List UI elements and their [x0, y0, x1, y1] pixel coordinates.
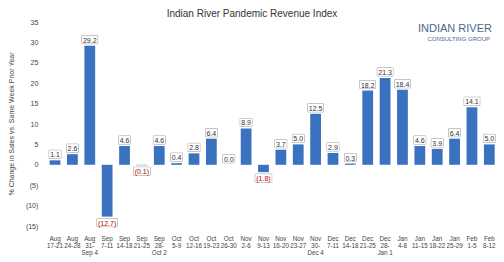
svg-text:3.9: 3.9: [432, 140, 442, 147]
svg-text:31-: 31-: [85, 242, 94, 249]
svg-text:INDIAN RIVER: INDIAN RIVER: [418, 22, 492, 34]
svg-text:25: 25: [31, 59, 39, 66]
svg-text:(0.1): (0.1): [135, 168, 149, 176]
svg-text:Nov: Nov: [293, 235, 305, 242]
svg-text:8.9: 8.9: [241, 119, 251, 126]
svg-text:10: 10: [31, 121, 39, 128]
svg-text:Dec 4: Dec 4: [307, 249, 324, 256]
svg-text:Sep: Sep: [136, 235, 148, 242]
svg-text:30-: 30-: [311, 242, 320, 249]
svg-text:0.3: 0.3: [345, 155, 355, 162]
svg-text:1.1: 1.1: [50, 151, 60, 158]
svg-text:Oct 2: Oct 2: [152, 249, 168, 256]
svg-text:20: 20: [31, 80, 39, 87]
svg-text:0.4: 0.4: [172, 154, 182, 161]
svg-text:Sep 4: Sep 4: [82, 249, 99, 257]
svg-text:Indian River Pandemic Revenue: Indian River Pandemic Revenue Index: [167, 8, 338, 19]
svg-text:Nov: Nov: [258, 235, 270, 242]
svg-text:Nov: Nov: [310, 235, 322, 242]
svg-text:(10): (10): [26, 202, 38, 210]
svg-text:Oct: Oct: [206, 235, 216, 242]
svg-text:18.2: 18.2: [361, 82, 375, 89]
svg-text:18.4: 18.4: [396, 81, 410, 88]
svg-text:30: 30: [31, 39, 39, 46]
svg-text:2.6: 2.6: [68, 145, 78, 152]
svg-text:Nov: Nov: [275, 235, 287, 242]
svg-text:6.4: 6.4: [450, 130, 460, 137]
svg-text:4.6: 4.6: [415, 137, 425, 144]
svg-text:12-16: 12-16: [186, 242, 203, 249]
svg-text:% Change in Sales vs. Same Wee: % Change in Sales vs. Same Week Prior Ye…: [8, 52, 16, 196]
svg-text:21.3: 21.3: [378, 69, 392, 76]
svg-text:Feb: Feb: [484, 235, 495, 242]
svg-text:1-5: 1-5: [467, 242, 477, 249]
svg-text:5.0: 5.0: [293, 135, 303, 142]
svg-text:Dec: Dec: [345, 235, 356, 242]
svg-text:19-23: 19-23: [203, 242, 220, 249]
svg-text:2.9: 2.9: [328, 144, 338, 151]
svg-text:35: 35: [31, 19, 39, 26]
svg-text:15: 15: [31, 100, 39, 107]
svg-text:Aug: Aug: [84, 235, 96, 242]
svg-text:29.2: 29.2: [83, 37, 97, 44]
svg-text:7-11: 7-11: [327, 242, 340, 249]
svg-text:26-30: 26-30: [221, 242, 238, 249]
svg-text:6.4: 6.4: [207, 130, 217, 137]
svg-text:14-18: 14-18: [342, 242, 359, 249]
svg-text:Oct: Oct: [224, 235, 234, 242]
svg-text:17-21: 17-21: [47, 242, 64, 249]
svg-text:Jan: Jan: [449, 235, 460, 242]
svg-text:28-: 28-: [381, 242, 390, 249]
svg-text:5: 5: [34, 141, 38, 148]
svg-text:4.6: 4.6: [120, 137, 130, 144]
svg-text:(5): (5): [30, 182, 39, 190]
svg-text:4-8: 4-8: [398, 242, 408, 249]
svg-text:Dec: Dec: [362, 235, 373, 242]
svg-text:5-9: 5-9: [172, 242, 182, 249]
svg-text:25-29: 25-29: [447, 242, 464, 249]
svg-text:Sep: Sep: [101, 235, 113, 242]
svg-text:Sep: Sep: [153, 235, 165, 242]
svg-text:11-15: 11-15: [412, 242, 428, 249]
svg-text:(15): (15): [26, 223, 38, 231]
svg-text:2-6: 2-6: [242, 242, 252, 249]
svg-text:Aug: Aug: [66, 235, 78, 242]
svg-text:21-25: 21-25: [360, 242, 377, 249]
svg-text:7-11: 7-11: [101, 242, 114, 249]
svg-text:(12.7): (12.7): [98, 220, 116, 228]
svg-text:Sep: Sep: [118, 235, 131, 242]
svg-text:23-27: 23-27: [290, 242, 307, 249]
svg-text:5.0: 5.0: [484, 135, 494, 142]
svg-text:4.6: 4.6: [154, 137, 164, 144]
svg-text:Jan 1: Jan 1: [377, 249, 393, 256]
svg-text:0.0: 0.0: [224, 156, 234, 163]
svg-text:21-25: 21-25: [134, 242, 151, 249]
svg-text:Nov: Nov: [241, 235, 253, 242]
svg-text:2.8: 2.8: [189, 144, 199, 151]
svg-text:8-12: 8-12: [483, 242, 496, 249]
svg-text:Aug: Aug: [49, 235, 61, 242]
svg-text:14.1: 14.1: [465, 98, 479, 105]
svg-text:Jan: Jan: [397, 235, 408, 242]
svg-text:18-22: 18-22: [429, 242, 446, 249]
svg-text:28-: 28-: [155, 242, 164, 249]
svg-text:Jan: Jan: [432, 235, 443, 242]
svg-text:Oct: Oct: [172, 235, 182, 242]
svg-text:Dec: Dec: [327, 235, 338, 242]
svg-text:Feb: Feb: [467, 235, 478, 242]
svg-text:(1.8): (1.8): [256, 175, 270, 183]
svg-text:Oct: Oct: [189, 235, 199, 242]
svg-text:24-28: 24-28: [64, 242, 81, 249]
svg-text:9-13: 9-13: [257, 242, 270, 249]
svg-text:Dec: Dec: [379, 235, 390, 242]
svg-text:16-20: 16-20: [273, 242, 290, 249]
svg-text:0: 0: [34, 161, 38, 168]
svg-text:12.5: 12.5: [309, 105, 323, 112]
svg-text:3.7: 3.7: [276, 141, 286, 148]
svg-text:14-18: 14-18: [116, 242, 133, 249]
svg-text:CONSULTING GROUP: CONSULTING GROUP: [427, 36, 490, 42]
svg-text:Jan: Jan: [415, 235, 426, 242]
